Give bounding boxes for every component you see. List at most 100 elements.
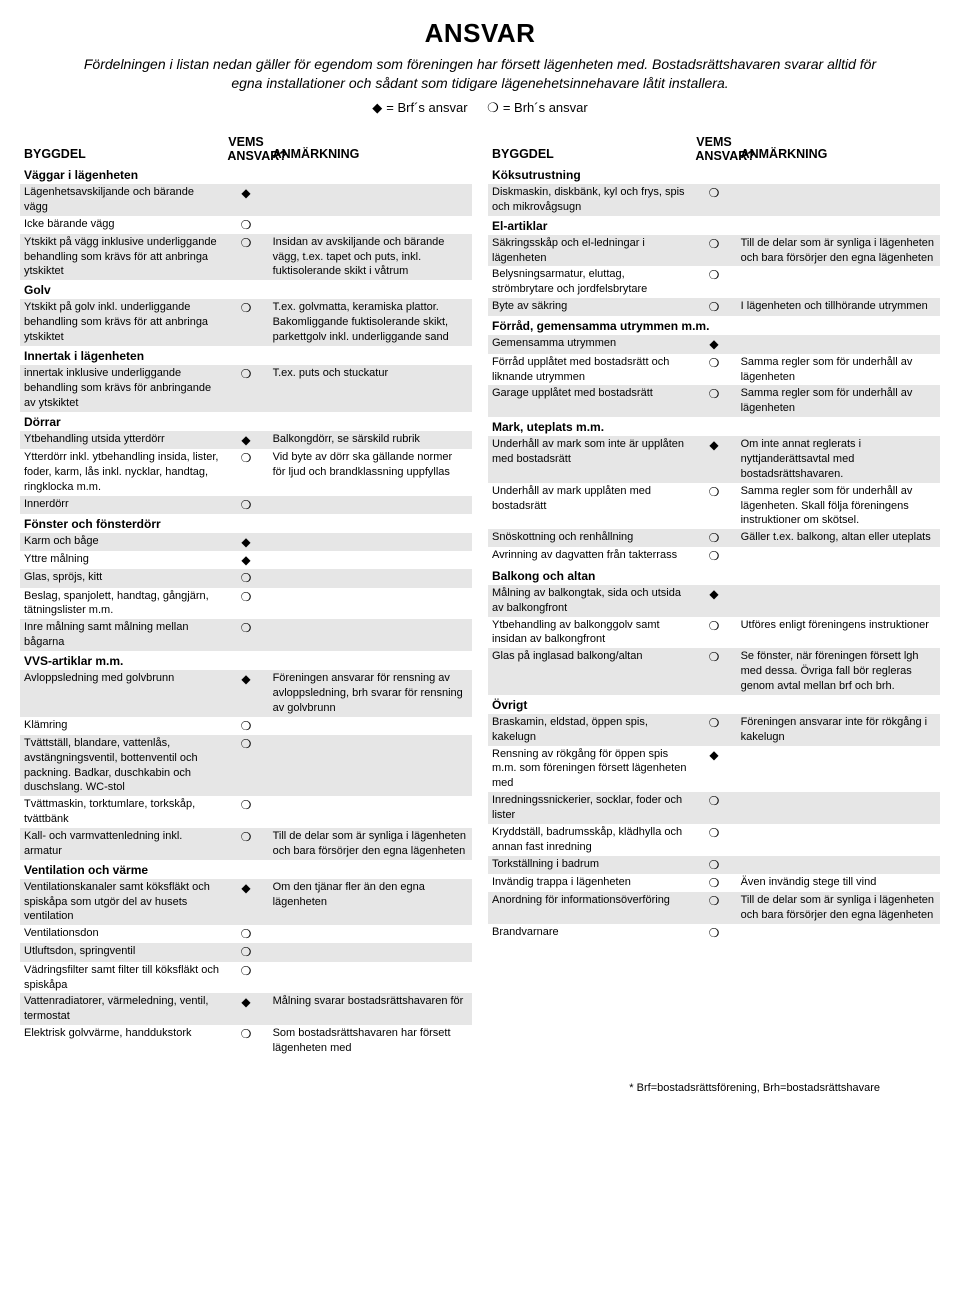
item-name: Tvättmaskin, torktumlare, torkskåp, tvät… bbox=[20, 796, 223, 828]
responsibility-mark: ❍ bbox=[691, 529, 736, 547]
item-name: Braskamin, eldstad, öppen spis, kakelugn bbox=[488, 714, 691, 746]
item-remark: Föreningen ansvarar inte för rökgång i k… bbox=[737, 714, 940, 746]
table-row: Utluftsdon, springventil❍ bbox=[20, 943, 472, 961]
table-row: Underhåll av mark som inte är upplåten m… bbox=[488, 436, 940, 483]
item-name: Inre målning samt målning mellan bågarna bbox=[20, 619, 223, 651]
responsibility-mark: ❍ bbox=[223, 496, 268, 514]
item-name: Underhåll av mark upplåten med bostadsrä… bbox=[488, 483, 691, 530]
item-name: Ytbehandling av balkonggolv samt insidan… bbox=[488, 617, 691, 649]
responsibility-mark: ❍ bbox=[223, 735, 268, 796]
responsibility-mark: ❍ bbox=[223, 828, 268, 860]
table-row: Inredningssnickerier, socklar, foder och… bbox=[488, 792, 940, 824]
item-remark: Vid byte av dörr ska gällande normer för… bbox=[269, 449, 472, 496]
item-name: Glas, spröjs, kitt bbox=[20, 569, 223, 587]
responsibility-mark: ❍ bbox=[223, 299, 268, 346]
item-remark bbox=[737, 585, 940, 617]
item-name: Kall- och varmvattenledning inkl. armatu… bbox=[20, 828, 223, 860]
item-name: Snöskottning och renhållning bbox=[488, 529, 691, 547]
responsibility-mark: ❍ bbox=[223, 216, 268, 234]
table-row: Ventilationsdon❍ bbox=[20, 925, 472, 943]
responsibility-mark: ❍ bbox=[691, 184, 736, 216]
item-name: Ytskikt på golv inkl. underliggande beha… bbox=[20, 299, 223, 346]
item-remark bbox=[269, 588, 472, 620]
responsibility-mark: ❍ bbox=[691, 354, 736, 386]
item-remark bbox=[269, 717, 472, 735]
table-row: Ytskikt på vägg inklusive underliggande … bbox=[20, 234, 472, 281]
table-row: Diskmaskin, diskbänk, kyl och frys, spis… bbox=[488, 184, 940, 216]
item-name: Förråd upplåtet med bostadsrätt och likn… bbox=[488, 354, 691, 386]
responsibility-mark: ❍ bbox=[223, 588, 268, 620]
table-row: Icke bärande vägg❍ bbox=[20, 216, 472, 234]
item-name: innertak inklusive underliggande behandl… bbox=[20, 365, 223, 412]
table-row: innertak inklusive underliggande behandl… bbox=[20, 365, 472, 412]
item-remark bbox=[737, 924, 940, 942]
responsibility-mark: ❍ bbox=[223, 365, 268, 412]
item-name: Belysningsarmatur, eluttag, strömbrytare… bbox=[488, 266, 691, 298]
responsibility-mark: ❍ bbox=[691, 924, 736, 942]
item-remark: Även invändig stege till vind bbox=[737, 874, 940, 892]
responsibility-mark: ❍ bbox=[691, 298, 736, 316]
table-row: Snöskottning och renhållning❍Gäller t.ex… bbox=[488, 529, 940, 547]
item-name: Garage upplåtet med bostadsrätt bbox=[488, 385, 691, 417]
responsibility-mark: ❍ bbox=[691, 892, 736, 924]
table-row: Invändig trappa i lägenheten❍Även invänd… bbox=[488, 874, 940, 892]
responsibility-mark: ❍ bbox=[223, 796, 268, 828]
item-remark bbox=[737, 335, 940, 353]
item-name: Elektrisk golvvärme, handdukstork bbox=[20, 1025, 223, 1057]
responsibility-mark: ❍ bbox=[691, 648, 736, 695]
item-name: Torkställning i badrum bbox=[488, 856, 691, 874]
item-name: Kryddställ, badrumsskåp, klädhylla och a… bbox=[488, 824, 691, 856]
responsibility-mark: ❍ bbox=[691, 714, 736, 746]
item-remark bbox=[269, 943, 472, 961]
item-remark bbox=[269, 619, 472, 651]
item-remark: Se fönster, när föreningen försett lgh m… bbox=[737, 648, 940, 695]
item-remark: Om den tjänar fler än den egna lägenhete… bbox=[269, 879, 472, 926]
section-header: VVS-artiklar m.m. bbox=[20, 651, 472, 670]
item-name: Beslag, spanjolett, handtag, gångjärn, t… bbox=[20, 588, 223, 620]
table-row: Ytskikt på golv inkl. underliggande beha… bbox=[20, 299, 472, 346]
table-row: Gemensamma utrymmen◆ bbox=[488, 335, 940, 353]
section-header: Förråd, gemensamma utrymmen m.m. bbox=[488, 316, 940, 335]
item-name: Vattenradiatorer, värmeledning, ventil, … bbox=[20, 993, 223, 1025]
table-row: Vädringsfilter samt filter till köksfläk… bbox=[20, 962, 472, 994]
item-remark bbox=[269, 496, 472, 514]
item-name: Diskmaskin, diskbänk, kyl och frys, spis… bbox=[488, 184, 691, 216]
item-name: Invändig trappa i lägenheten bbox=[488, 874, 691, 892]
item-remark: Utföres enligt föreningens instruktioner bbox=[737, 617, 940, 649]
col-anmarkning: ANMÄRKNING bbox=[737, 134, 940, 164]
page-intro: Fördelningen i listan nedan gäller för e… bbox=[70, 55, 890, 93]
item-remark: Gäller t.ex. balkong, altan eller utepla… bbox=[737, 529, 940, 547]
section-header: Mark, uteplats m.m. bbox=[488, 417, 940, 436]
item-name: Avloppsledning med golvbrunn bbox=[20, 670, 223, 717]
table-row: Tvättmaskin, torktumlare, torkskåp, tvät… bbox=[20, 796, 472, 828]
col-byggdel: BYGGDEL bbox=[488, 134, 691, 164]
item-name: Målning av balkongtak, sida och utsida a… bbox=[488, 585, 691, 617]
table-row: Inre målning samt målning mellan bågarna… bbox=[20, 619, 472, 651]
item-name: Avrinning av dagvatten från takterrass bbox=[488, 547, 691, 565]
table-row: Ventilationskanaler samt köksfläkt och s… bbox=[20, 879, 472, 926]
legend: = Brf´s ansvar = Brh´s ansvar bbox=[20, 99, 940, 117]
responsibility-mark: ❍ bbox=[691, 235, 736, 267]
table-row: Elektrisk golvvärme, handdukstork❍Som bo… bbox=[20, 1025, 472, 1057]
table-row: Beslag, spanjolett, handtag, gångjärn, t… bbox=[20, 588, 472, 620]
item-remark bbox=[269, 735, 472, 796]
item-name: Underhåll av mark som inte är upplåten m… bbox=[488, 436, 691, 483]
table-row: Innerdörr❍ bbox=[20, 496, 472, 514]
item-name: Yttre målning bbox=[20, 551, 223, 569]
responsibility-mark: ❍ bbox=[691, 856, 736, 874]
section-header: Köksutrustning bbox=[488, 165, 940, 184]
item-remark: Som bostadsrättshavaren har försett läge… bbox=[269, 1025, 472, 1057]
responsibility-mark: ❍ bbox=[691, 792, 736, 824]
item-remark bbox=[269, 184, 472, 216]
table-row: Glas, spröjs, kitt❍ bbox=[20, 569, 472, 587]
responsibility-mark: ◆ bbox=[223, 670, 268, 717]
item-name: Karm och båge bbox=[20, 533, 223, 551]
responsibility-mark: ◆ bbox=[691, 335, 736, 353]
table-row: Underhåll av mark upplåten med bostadsrä… bbox=[488, 483, 940, 530]
item-name: Vädringsfilter samt filter till köksfläk… bbox=[20, 962, 223, 994]
responsibility-mark: ❍ bbox=[691, 385, 736, 417]
responsibility-mark: ◆ bbox=[223, 993, 268, 1025]
item-remark: Föreningen ansvarar för rensning av avlo… bbox=[269, 670, 472, 717]
item-name: Brandvarnare bbox=[488, 924, 691, 942]
table-row: Avloppsledning med golvbrunn◆Föreningen … bbox=[20, 670, 472, 717]
